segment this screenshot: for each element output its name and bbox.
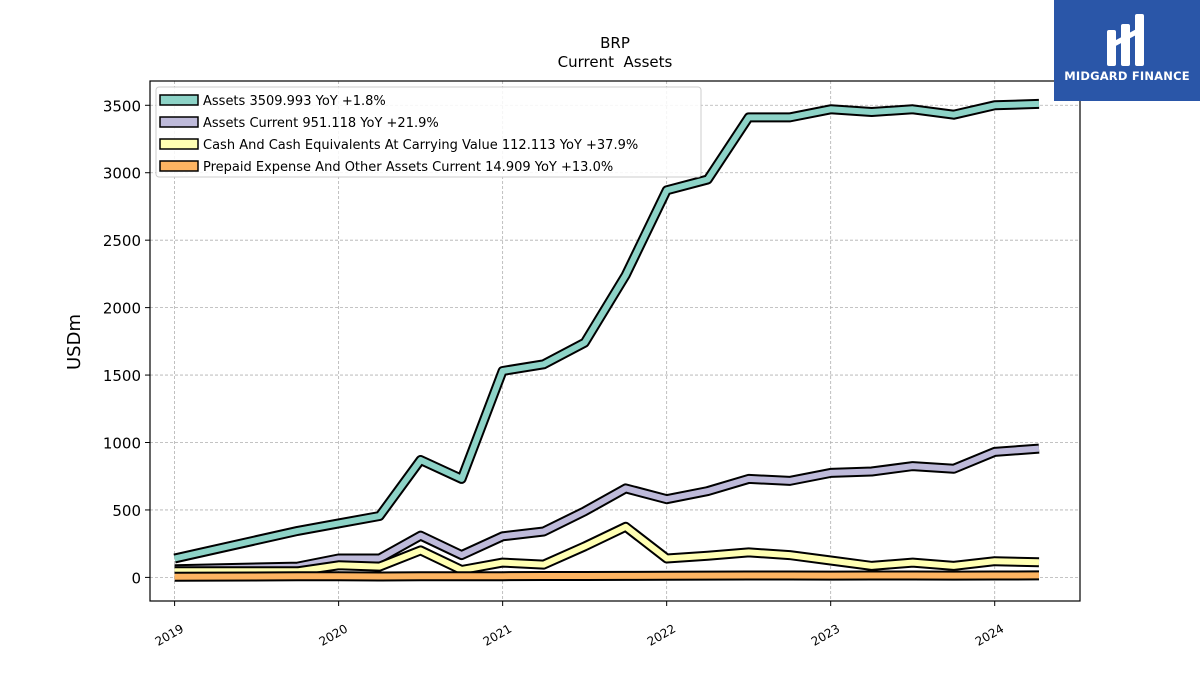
x-tick-label: 2022 [645,621,678,648]
y-tick-label: 0 [131,569,141,587]
y-axis-label: USDm [64,314,85,370]
series-line [174,445,1040,573]
series-lines [173,98,1040,582]
series-line [174,572,1040,580]
midgard-finance-logo: MIDGARD FINANCE [1054,0,1200,101]
x-tick-label: 2024 [973,621,1006,648]
series-line [173,100,1040,562]
y-tick-label: 2500 [103,232,141,250]
plot-frame [149,80,1081,602]
series-3 [174,570,1040,582]
series-1 [174,443,1040,575]
legend-label: Assets 3509.993 YoY +1.8% [203,94,386,109]
logo-text: MIDGARD FINANCE [1064,69,1190,83]
series-2 [174,521,1040,577]
chart-subtitle: Current Assets [558,53,673,71]
logo-mark-icon [1107,14,1144,66]
y-tick-label: 500 [112,502,141,520]
legend-swatch [159,94,199,106]
series-line [174,523,1040,575]
x-tick-label: 2021 [481,621,514,648]
legend-swatch [159,160,199,172]
y-tick-label: 3500 [103,97,141,115]
legend: Assets 3509.993 YoY +1.8% Assets Current … [155,86,702,178]
series-0 [173,98,1040,564]
y-tick-label: 2000 [103,300,141,318]
legend-box [155,86,702,178]
y-tick-label: 1000 [103,435,141,453]
legend-swatch [159,138,199,150]
legend-label: Cash And Cash Equivalents At Carrying Va… [203,138,638,153]
x-tick-label: 2020 [317,621,350,648]
legend-swatch [159,116,199,128]
y-tick-label: 1500 [103,367,141,385]
legend-label: Assets Current 951.118 YoY +21.9% [203,116,439,131]
x-tick-label: 2023 [809,621,842,648]
chart-title: BRP [600,34,630,52]
legend-label: Prepaid Expense And Other Assets Current… [203,160,613,175]
y-tick-label: 3000 [103,165,141,183]
x-tick-label: 2019 [153,621,186,648]
